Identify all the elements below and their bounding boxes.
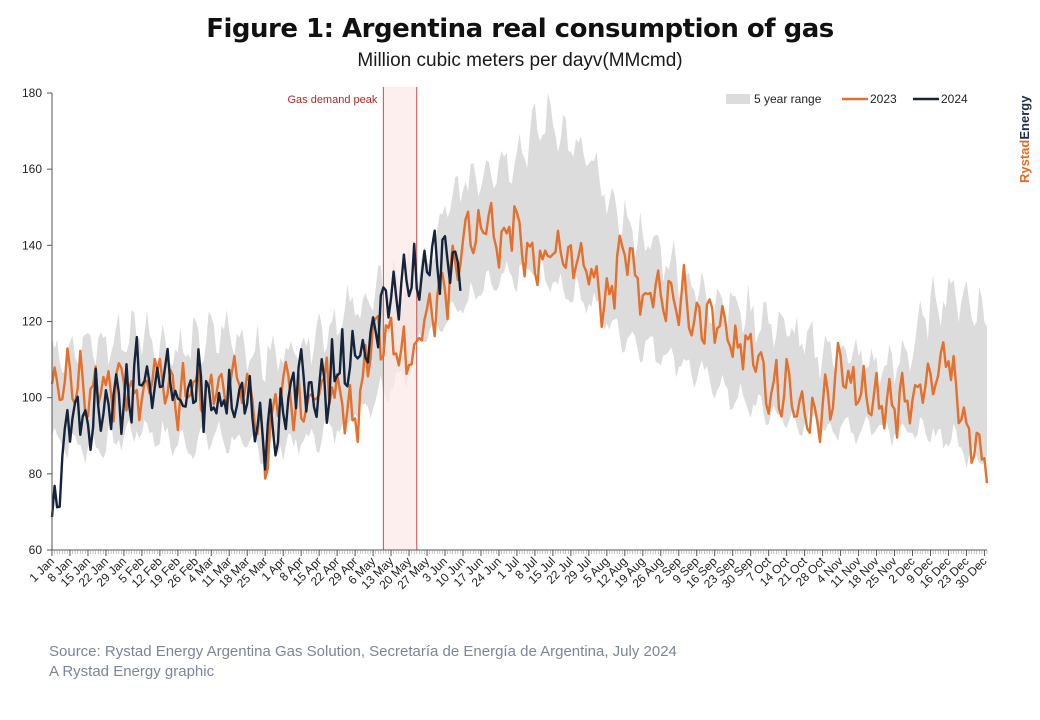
y-tick-label: 180 [22, 86, 42, 100]
legend-label: 2023 [870, 92, 897, 106]
chart-subtitle: Million cubic meters per dayv(MMcmd) [357, 50, 683, 71]
peak-annotation-label: Gas demand peak [287, 94, 377, 106]
y-tick-label: 80 [29, 467, 43, 481]
source-text: Source: Rystad Energy Argentina Gas Solu… [49, 643, 677, 660]
legend: 5 year range 2023 2024 [726, 92, 968, 106]
range-band-layer [52, 93, 987, 469]
credit-text: A Rystad Energy graphic [49, 663, 215, 680]
source-note: Source: Rystad Energy Argentina Gas Solu… [49, 642, 677, 682]
chart-title: Figure 1: Argentina real consumption of … [206, 14, 834, 44]
legend-label: 5 year range [754, 92, 822, 106]
brand-text-rystad: Rystad [1017, 140, 1032, 183]
brand-text-energy: Energy [1017, 95, 1032, 140]
y-tick-label: 60 [29, 543, 43, 557]
series-layer [50, 201, 989, 518]
y-tick-label: 160 [22, 162, 42, 176]
y-tick-label: 120 [22, 315, 42, 329]
y-tick-label: 140 [22, 238, 42, 252]
legend-label: 2024 [941, 92, 968, 106]
range-band-area [52, 93, 987, 469]
svg-text:RystadEnergy: RystadEnergy [1017, 95, 1032, 183]
rystad-energy-logo: RystadEnergy [1017, 95, 1032, 183]
legend-swatch-range [726, 94, 750, 104]
series-line-2024 [50, 229, 462, 518]
y-tick-label: 100 [22, 391, 42, 405]
